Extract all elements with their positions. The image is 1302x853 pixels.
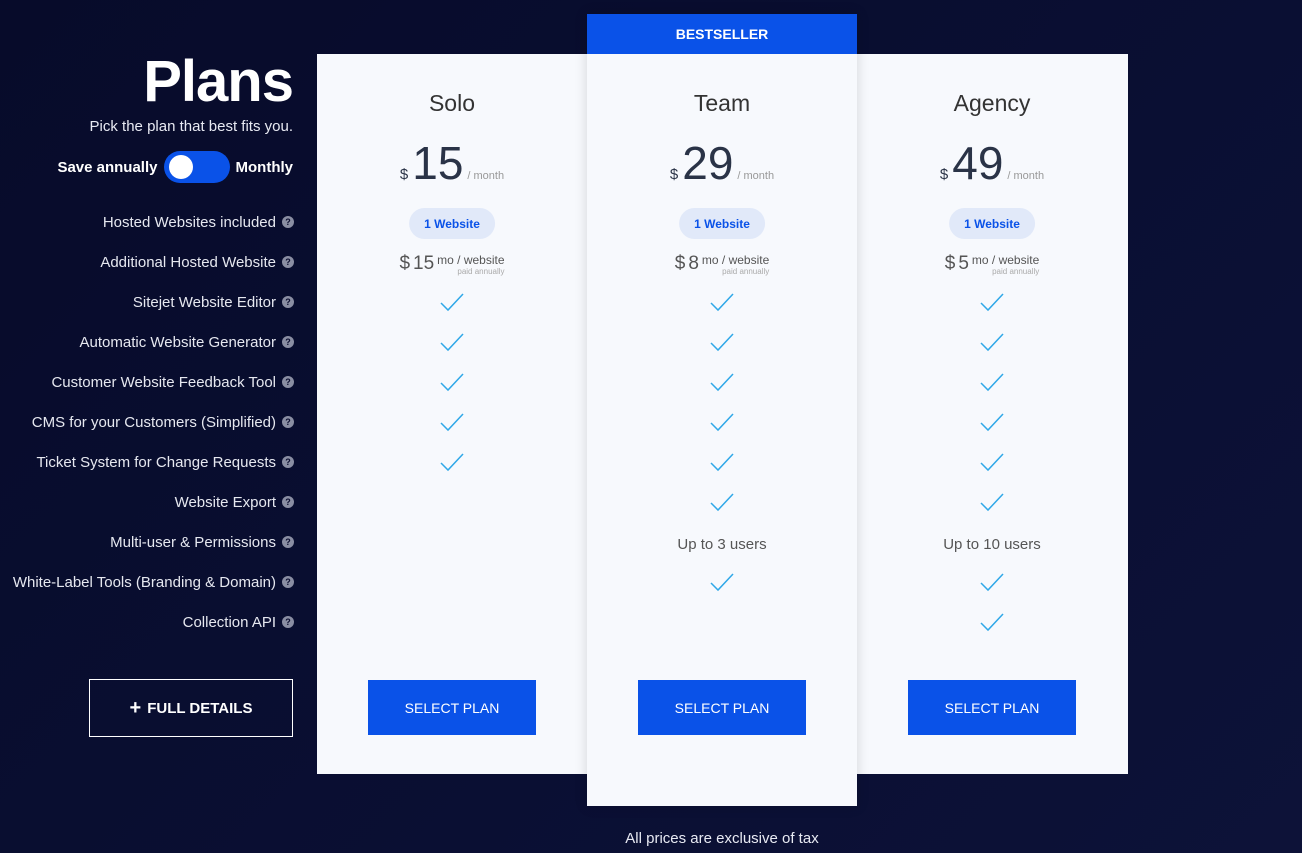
check-icon — [857, 607, 1127, 637]
check-icon — [857, 487, 1127, 517]
help-icon[interactable]: ? — [282, 296, 294, 308]
bestseller-badge: BESTSELLER — [587, 14, 857, 54]
billing-toggle-row: Save annually Monthly — [57, 151, 293, 183]
feature-label: CMS for your Customers (Simplified)? — [32, 412, 294, 432]
check-icon — [317, 447, 587, 477]
check-icon — [317, 287, 587, 317]
plan-solo: Solo $15/ month 1 Website $15 mo / websit… — [317, 0, 587, 800]
feature-label: Customer Website Feedback Tool? — [51, 372, 294, 392]
check-icon — [857, 287, 1127, 317]
plan-name: Solo — [428, 90, 476, 116]
help-icon[interactable]: ? — [282, 336, 294, 348]
card-agency — [857, 54, 1128, 774]
check-icon — [587, 407, 857, 437]
check-icon — [857, 327, 1127, 357]
websites-badge: 1 Website — [409, 208, 495, 239]
help-icon[interactable]: ? — [282, 216, 294, 228]
page-subtitle: Pick the plan that best fits you. — [89, 118, 293, 135]
check-icon — [317, 367, 587, 397]
full-details-button[interactable]: + FULL DETAILS — [89, 679, 293, 737]
check-icon — [857, 407, 1127, 437]
help-icon[interactable]: ? — [282, 376, 294, 388]
check-icon — [587, 567, 857, 597]
plan-team: Team $29/ month 1 Website $8 mo / website… — [587, 0, 857, 800]
check-icon — [587, 367, 857, 397]
additional-website-price: $15 mo / website paid annually — [399, 253, 505, 276]
check-icon — [587, 287, 857, 317]
check-icon — [317, 407, 587, 437]
tax-note: All prices are exclusive of tax — [625, 830, 819, 847]
plan-name: Agency — [953, 90, 1031, 116]
additional-website-price: $8 mo / website paid annually — [674, 253, 770, 276]
toggle-knob — [168, 155, 193, 179]
billing-toggle[interactable] — [163, 151, 230, 183]
feature-label: Automatic Website Generator? — [80, 332, 294, 352]
feature-label: Hosted Websites included? — [103, 212, 294, 232]
feature-label: Sitejet Website Editor? — [133, 292, 294, 312]
feature-value: Up to 10 users — [943, 535, 1041, 553]
feature-label: Collection API? — [183, 612, 294, 632]
check-icon — [587, 447, 857, 477]
plan-price: $15/ month — [399, 137, 505, 189]
plus-icon: + — [129, 696, 142, 719]
card-solo — [317, 54, 587, 774]
feature-label: White-Label Tools (Branding & Domain)? — [13, 572, 294, 592]
check-icon — [857, 367, 1127, 397]
feature-value: Up to 3 users — [677, 535, 767, 553]
plan-agency: Agency $49/ month 1 Website $5 mo / websi… — [857, 0, 1127, 800]
websites-badge: 1 Website — [679, 208, 765, 239]
card-team — [587, 14, 857, 806]
plan-price: $29/ month — [669, 137, 775, 189]
websites-badge: 1 Website — [949, 208, 1035, 239]
help-icon[interactable]: ? — [282, 576, 294, 588]
check-icon — [317, 327, 587, 357]
plan-name: Team — [693, 90, 751, 116]
select-plan-button[interactable]: SELECT PLAN — [368, 680, 536, 735]
check-icon — [587, 327, 857, 357]
feature-label: Website Export? — [175, 492, 294, 512]
page-title: Plans — [143, 49, 294, 114]
help-icon[interactable]: ? — [282, 456, 294, 468]
select-plan-button[interactable]: SELECT PLAN — [908, 680, 1076, 735]
help-icon[interactable]: ? — [282, 496, 294, 508]
help-icon[interactable]: ? — [282, 536, 294, 548]
check-icon — [857, 447, 1127, 477]
feature-label: Ticket System for Change Requests? — [36, 452, 294, 472]
help-icon[interactable]: ? — [282, 616, 294, 628]
help-icon[interactable]: ? — [282, 256, 294, 268]
feature-label: Multi-user & Permissions? — [110, 532, 294, 552]
select-plan-button[interactable]: SELECT PLAN — [638, 680, 806, 735]
check-icon — [587, 487, 857, 517]
check-icon — [857, 567, 1127, 597]
plan-price: $49/ month — [939, 137, 1045, 189]
feature-label: Additional Hosted Website? — [100, 252, 294, 272]
additional-website-price: $5 mo / website paid annually — [944, 253, 1040, 276]
help-icon[interactable]: ? — [282, 416, 294, 428]
toggle-label-annual[interactable]: Save annually — [57, 158, 158, 176]
toggle-label-monthly[interactable]: Monthly — [235, 158, 294, 176]
